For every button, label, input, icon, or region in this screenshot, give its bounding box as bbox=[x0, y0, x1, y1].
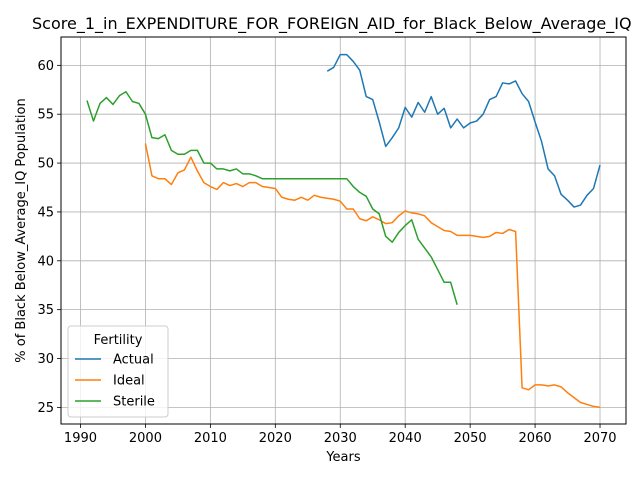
chart-title: Score_1_in_EXPENDITURE_FOR_FOREIGN_AID_f… bbox=[32, 14, 632, 34]
x-axis-label: Years bbox=[325, 450, 361, 465]
x-tick-label: 1990 bbox=[64, 431, 97, 446]
series-line-sterile bbox=[86, 90, 458, 305]
x-tick-label: 2030 bbox=[324, 431, 357, 446]
series-line-ideal bbox=[144, 143, 601, 409]
plot-frame bbox=[60, 36, 627, 425]
y-tick-label: 35 bbox=[37, 303, 54, 318]
y-tick-label: 25 bbox=[37, 401, 54, 416]
legend-label-actual: Actual bbox=[113, 353, 154, 368]
x-tick-label: 2000 bbox=[129, 431, 162, 446]
y-axis-label: % of Black Below_Average_IQ Population bbox=[14, 98, 29, 362]
legend-title: Fertility bbox=[94, 333, 143, 348]
x-tick-label: 2050 bbox=[454, 431, 487, 446]
legend-box bbox=[67, 325, 169, 418]
x-tick-label: 2010 bbox=[194, 431, 227, 446]
grid-lines bbox=[61, 37, 626, 424]
legend: Fertility Actual Ideal Sterile bbox=[67, 325, 169, 418]
y-tick-label: 50 bbox=[37, 157, 54, 172]
y-tick-label: 30 bbox=[37, 352, 54, 367]
x-tick-label: 2070 bbox=[583, 431, 616, 446]
axis-ticks: 1990 2000 2010 2020 2030 2040 2050 2060 2070 25 30… bbox=[37, 59, 616, 446]
y-tick-label: 40 bbox=[37, 254, 54, 269]
legend-label-ideal: Ideal bbox=[113, 374, 145, 389]
x-tick-label: 2020 bbox=[259, 431, 292, 446]
y-tick-label: 55 bbox=[37, 108, 54, 123]
x-tick-label: 2060 bbox=[519, 431, 552, 446]
x-tick-label: 2040 bbox=[389, 431, 422, 446]
legend-label-sterile: Sterile bbox=[113, 395, 155, 410]
y-tick-label: 60 bbox=[37, 59, 54, 74]
series-line-actual bbox=[326, 53, 601, 208]
series-lines bbox=[86, 53, 601, 409]
y-tick-label: 45 bbox=[37, 205, 54, 220]
